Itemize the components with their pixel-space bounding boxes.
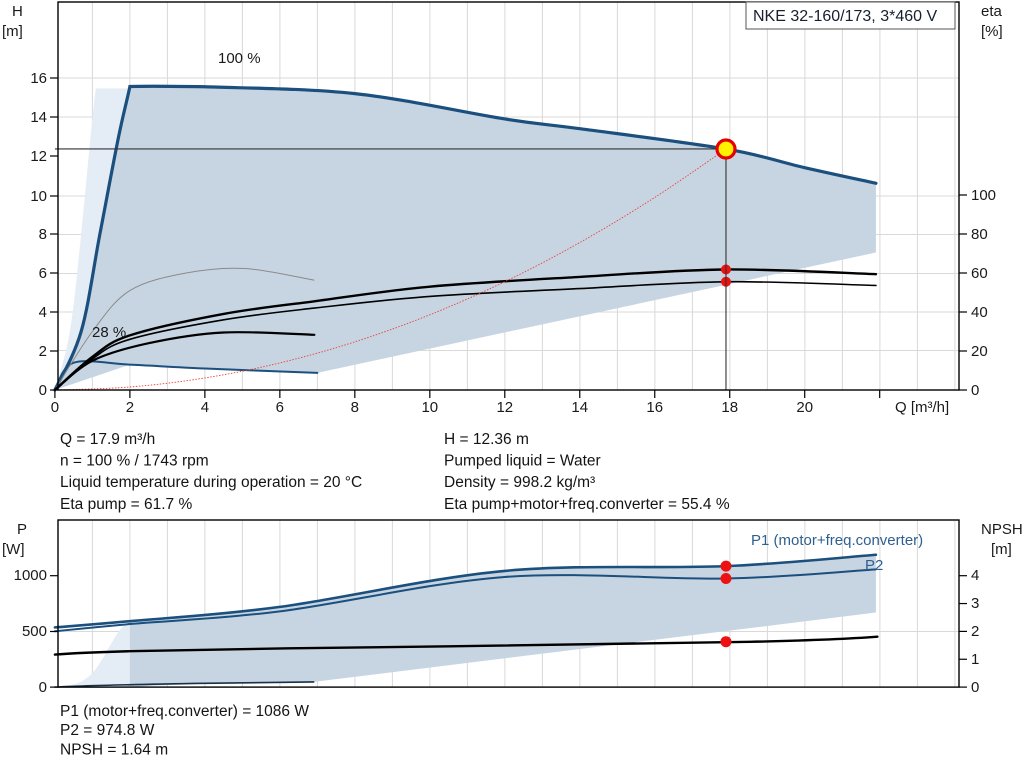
svg-text:20: 20 bbox=[971, 343, 988, 360]
svg-text:[%]: [%] bbox=[981, 23, 1003, 40]
svg-text:80: 80 bbox=[971, 226, 988, 243]
svg-text:10: 10 bbox=[30, 188, 47, 205]
svg-text:[W]: [W] bbox=[2, 541, 25, 558]
svg-text:14: 14 bbox=[30, 109, 47, 126]
svg-text:H = 12.36 m: H = 12.36 m bbox=[444, 431, 529, 448]
svg-text:1: 1 bbox=[971, 651, 979, 668]
svg-text:2: 2 bbox=[39, 343, 47, 360]
svg-text:0: 0 bbox=[971, 382, 979, 399]
svg-text:n = 100 % / 1743 rpm: n = 100 % / 1743 rpm bbox=[60, 453, 209, 470]
svg-text:20: 20 bbox=[796, 399, 813, 416]
svg-text:8: 8 bbox=[39, 226, 47, 243]
svg-text:0: 0 bbox=[39, 382, 47, 399]
svg-text:16: 16 bbox=[30, 70, 47, 87]
svg-text:eta: eta bbox=[981, 3, 1003, 20]
svg-text:28 %: 28 % bbox=[92, 324, 126, 341]
svg-text:2: 2 bbox=[126, 399, 134, 416]
svg-text:8: 8 bbox=[351, 399, 359, 416]
svg-text:1000: 1000 bbox=[14, 567, 47, 584]
svg-text:Eta pump+motor+freq.converter: Eta pump+motor+freq.converter = 55.4 % bbox=[444, 496, 730, 513]
svg-text:NKE 32-160/173, 3*460 V: NKE 32-160/173, 3*460 V bbox=[753, 8, 937, 25]
svg-text:6: 6 bbox=[276, 399, 284, 416]
svg-text:P2 = 974.8 W: P2 = 974.8 W bbox=[60, 722, 155, 739]
svg-text:100: 100 bbox=[971, 187, 996, 204]
svg-text:Eta pump = 61.7 %: Eta pump = 61.7 % bbox=[60, 496, 192, 513]
svg-text:NPSH: NPSH bbox=[981, 521, 1023, 538]
svg-text:Q = 17.9 m³/h: Q = 17.9 m³/h bbox=[60, 431, 155, 448]
svg-text:NPSH = 1.64 m: NPSH = 1.64 m bbox=[60, 742, 168, 759]
svg-text:500: 500 bbox=[22, 623, 47, 640]
svg-text:40: 40 bbox=[971, 304, 988, 321]
svg-text:[m]: [m] bbox=[2, 23, 23, 40]
svg-text:P1 (motor+freq.converter) = 10: P1 (motor+freq.converter) = 1086 W bbox=[60, 703, 309, 720]
svg-text:12: 12 bbox=[30, 148, 47, 165]
svg-text:6: 6 bbox=[39, 265, 47, 282]
svg-text:18: 18 bbox=[721, 399, 738, 416]
svg-text:3: 3 bbox=[971, 595, 979, 612]
svg-text:10: 10 bbox=[421, 399, 438, 416]
svg-text:2: 2 bbox=[971, 623, 979, 640]
svg-text:4: 4 bbox=[39, 304, 47, 321]
svg-text:[m]: [m] bbox=[991, 541, 1012, 558]
svg-text:P: P bbox=[17, 521, 27, 538]
svg-text:0: 0 bbox=[51, 399, 59, 416]
svg-text:P2: P2 bbox=[865, 557, 883, 574]
svg-text:Pumped liquid = Water: Pumped liquid = Water bbox=[444, 453, 601, 470]
svg-text:0: 0 bbox=[39, 679, 47, 696]
svg-text:Density = 998.2 kg/m³: Density = 998.2 kg/m³ bbox=[444, 474, 595, 491]
svg-text:4: 4 bbox=[201, 399, 209, 416]
svg-text:4: 4 bbox=[971, 567, 979, 584]
svg-text:16: 16 bbox=[646, 399, 663, 416]
svg-text:0: 0 bbox=[971, 679, 979, 696]
svg-text:14: 14 bbox=[571, 399, 588, 416]
svg-text:Q [m³/h]: Q [m³/h] bbox=[895, 399, 949, 416]
svg-text:P1 (motor+freq.converter): P1 (motor+freq.converter) bbox=[751, 532, 923, 549]
svg-text:Liquid temperature during oper: Liquid temperature during operation = 20… bbox=[60, 474, 362, 491]
svg-text:12: 12 bbox=[496, 399, 513, 416]
svg-text:60: 60 bbox=[971, 265, 988, 282]
svg-text:H: H bbox=[12, 3, 23, 20]
svg-text:100 %: 100 % bbox=[218, 50, 261, 67]
